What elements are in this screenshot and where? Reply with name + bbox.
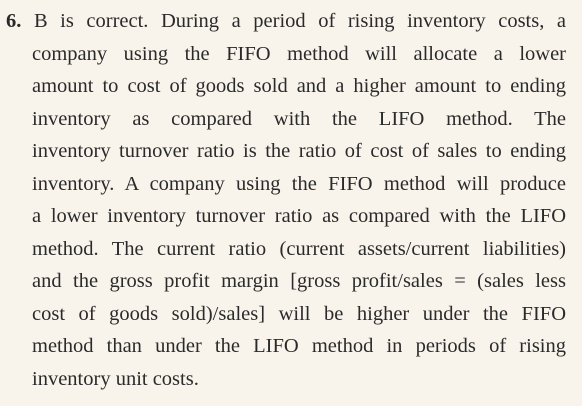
answer-text-line: amount to cost of goods sold and a highe… [32,75,566,97]
answer-text-line: method. The current ratio (current asset… [32,237,566,260]
answer-text-line: company using the FIFO method will alloc… [32,42,566,65]
answer-text-line: a lower inventory turnover ratio as comp… [32,205,566,227]
answer-text-line: B is correct. During a period of rising … [33,10,566,32]
question-number: 6. [6,10,22,32]
answer-explanation: 6. B is correct. During a period of risi… [6,5,566,395]
answer-line-1: 6. B is correct. During a period of risi… [6,5,566,38]
answer-text-line: inventory as compared with the LIFO meth… [32,107,566,130]
answer-text-line: and the gross profit margin [gross profi… [32,270,566,292]
answer-text-line: inventory. A company using the FIFO meth… [32,172,566,195]
answer-text-line: cost of goods sold)/sales] will be highe… [32,302,566,325]
answer-text-line: inventory turnover ratio is the ratio of… [32,140,566,162]
answer-text-line: inventory unit costs. [32,367,199,390]
answer-text-line: method than under the LIFO method in per… [32,335,566,357]
